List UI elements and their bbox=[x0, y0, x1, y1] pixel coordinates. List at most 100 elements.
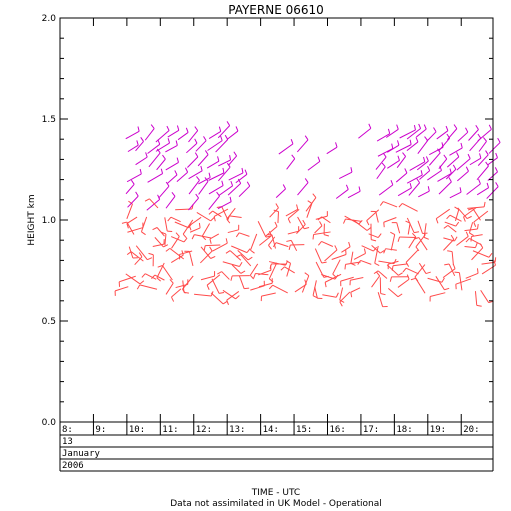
wind-barb-staff bbox=[135, 141, 144, 152]
wind-barb-staff bbox=[272, 284, 288, 294]
wind-barb-feather bbox=[282, 184, 286, 190]
y-axis: 0.0 0.5 1.0 1.5 2.0 bbox=[42, 14, 493, 428]
wind-barb-staff bbox=[271, 234, 276, 249]
wind-barb-feather bbox=[185, 167, 189, 173]
wind-barb-staff bbox=[469, 157, 482, 166]
wind-barb-feather bbox=[445, 125, 449, 131]
wind-barb-staff bbox=[227, 229, 239, 234]
wind-barb-staff bbox=[144, 128, 155, 141]
date-year: 2006 bbox=[62, 461, 84, 471]
wind-barb-feather bbox=[304, 227, 310, 230]
wind-barb-feather bbox=[213, 216, 216, 222]
wind-barb-feather bbox=[244, 169, 248, 175]
wind-barb-staff bbox=[345, 261, 361, 265]
wind-barb-feather bbox=[157, 194, 161, 200]
wind-barb-staff bbox=[156, 158, 166, 171]
wind-barb-staff bbox=[135, 156, 148, 166]
wind-barb-staff bbox=[167, 129, 180, 138]
wind-barb-staff bbox=[385, 128, 399, 138]
wind-barb-staff bbox=[135, 245, 148, 260]
wind-barb-staff bbox=[447, 225, 457, 233]
wind-barb-feather bbox=[454, 206, 460, 210]
wind-barb-feather bbox=[350, 167, 353, 173]
wind-barb-staff bbox=[395, 172, 408, 183]
wind-barb-staff bbox=[258, 282, 273, 288]
wind-barb-feather bbox=[140, 137, 144, 142]
wind-barb-feather bbox=[136, 284, 141, 290]
wind-barb-staff bbox=[287, 208, 300, 220]
wind-barb-staff bbox=[335, 189, 349, 199]
wind-barb-staff bbox=[212, 210, 222, 218]
wind-barb-feather bbox=[209, 238, 212, 244]
wind-barb-staff bbox=[200, 246, 212, 259]
wind-barb-feather bbox=[167, 138, 171, 144]
wind-barb-feather bbox=[463, 216, 466, 222]
wind-barb-staff bbox=[171, 288, 182, 298]
wind-barb-feather bbox=[465, 231, 469, 237]
wind-barb-feather bbox=[488, 252, 493, 258]
wind-barb-staff bbox=[176, 171, 188, 182]
wind-barb-feather bbox=[121, 221, 127, 224]
x-tick-label: 10: bbox=[129, 425, 145, 435]
y-axis-label: HEIGHT km bbox=[27, 194, 37, 245]
wind-barb-feather bbox=[148, 252, 154, 256]
wind-barb-feather bbox=[162, 154, 166, 160]
wind-barb-staff bbox=[165, 282, 174, 295]
wind-barb-feather bbox=[425, 156, 429, 162]
wind-barb-staff bbox=[275, 188, 286, 198]
wind-barb-feather bbox=[398, 272, 403, 276]
wind-barb-staff bbox=[167, 174, 178, 184]
wind-barb-feather bbox=[241, 167, 244, 174]
wind-barb-staff bbox=[478, 141, 487, 152]
wind-barb-feather bbox=[165, 181, 170, 187]
wind-barb-staff bbox=[238, 275, 245, 289]
wind-barb-feather bbox=[344, 264, 346, 270]
wind-barb-staff bbox=[476, 187, 489, 196]
wind-barb-staff bbox=[390, 234, 396, 251]
wind-barb-feather bbox=[141, 273, 146, 278]
wind-barb-feather bbox=[150, 124, 155, 129]
wind-barb-staff bbox=[423, 223, 427, 238]
x-tick-label: 14: bbox=[263, 425, 279, 435]
wind-barb-staff bbox=[409, 161, 426, 171]
wind-barb-feather bbox=[396, 124, 399, 130]
wind-barb-staff bbox=[127, 144, 139, 153]
wind-barb-staff bbox=[371, 244, 381, 254]
wind-barb-feather bbox=[226, 121, 231, 126]
wind-barb-staff bbox=[238, 185, 251, 197]
wind-barb-staff bbox=[376, 133, 390, 142]
wind-barb-staff bbox=[259, 235, 272, 246]
wind-barb-feather bbox=[208, 172, 211, 178]
wind-barb-feather bbox=[423, 236, 429, 240]
wind-barb-feather bbox=[182, 288, 186, 294]
wind-barb-feather bbox=[447, 250, 453, 253]
x-tick-label: 16: bbox=[329, 425, 345, 435]
wind-barb-feather bbox=[420, 170, 423, 176]
wind-barb-staff bbox=[171, 236, 180, 249]
wind-barb-staff bbox=[228, 172, 244, 181]
wind-barb-staff bbox=[208, 131, 222, 139]
wind-barb-feather bbox=[465, 166, 469, 172]
wind-barb-staff bbox=[156, 227, 165, 237]
wind-barb-staff bbox=[198, 181, 209, 195]
wind-barb-feather bbox=[226, 300, 229, 306]
wind-barb-feather bbox=[415, 246, 420, 252]
wind-barb-staff bbox=[269, 207, 279, 218]
wind-barb-feather bbox=[465, 238, 470, 243]
wind-barb-staff bbox=[437, 172, 452, 182]
wind-barb-feather bbox=[454, 236, 458, 242]
wind-barb-staff bbox=[456, 158, 471, 171]
wind-barb-staff bbox=[435, 208, 451, 220]
wind-barb-staff bbox=[312, 280, 317, 296]
wind-barb-staff bbox=[397, 187, 412, 197]
wind-barb-staff bbox=[476, 165, 489, 181]
wind-barb-staff bbox=[125, 273, 141, 285]
wind-barb-feather bbox=[391, 143, 394, 149]
wind-barb-feather bbox=[321, 261, 327, 264]
wind-barb-staff bbox=[231, 264, 242, 274]
wind-barb-staff bbox=[275, 242, 289, 248]
wind-barb-feather bbox=[274, 221, 278, 227]
wind-barb-staff bbox=[358, 127, 372, 139]
wind-barb-feather bbox=[456, 152, 460, 158]
wind-barb-feather bbox=[151, 274, 156, 280]
